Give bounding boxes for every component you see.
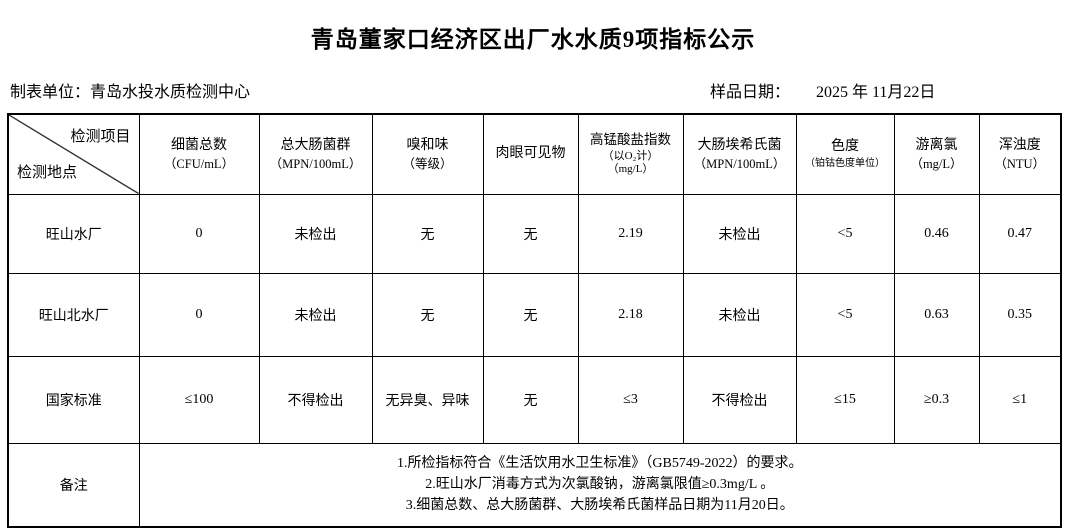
- col-header-name: 浑浊度: [998, 137, 1041, 153]
- remarks-label: 备注: [7, 442, 140, 528]
- col-header-name: 总大肠菌群: [280, 137, 351, 153]
- cell-value: ≤15: [795, 355, 895, 444]
- remarks-row: 备注 1.所检指标符合《生活饮用水卫生标准》（GB5749-2022）的要求。 …: [7, 442, 1062, 528]
- cell-value: 无: [482, 193, 579, 274]
- corner-label-test-item: 检测项目: [70, 129, 131, 145]
- col-header-turbidity: 浑浊度 （NTU）: [978, 113, 1062, 195]
- cell-value: 不得检出: [682, 355, 797, 444]
- corner-label-test-site: 检测地点: [17, 164, 78, 181]
- col-header-permanganate-index: 高锰酸盐指数 （以O₂计） （mg/L）: [577, 113, 684, 195]
- remark-line-1: 1.所检指标符合《生活饮用水卫生标准》（GB5749-2022）的要求。: [396, 456, 803, 472]
- sample-date-label: 样品日期：: [710, 84, 791, 101]
- cell-value: 2.19: [577, 193, 684, 274]
- cell-value: ≤3: [577, 355, 684, 444]
- col-header-unit: （NTU）: [994, 156, 1046, 171]
- sample-date-value: 2025 年 11月22日: [816, 84, 936, 101]
- cell-value: <5: [795, 272, 895, 357]
- page-title: 青岛董家口经济区出厂水水质9项指标公示: [310, 27, 756, 52]
- cell-value: 不得检出: [258, 355, 373, 444]
- cell-value: 无: [371, 272, 484, 357]
- cell-value: 0.35: [978, 272, 1062, 357]
- col-header-odor-taste: 嗅和味 （等级）: [371, 113, 484, 195]
- row-site: 旺山北水厂: [7, 272, 140, 357]
- col-header-name: 肉眼可见物: [495, 145, 566, 161]
- cell-value: 0.46: [893, 193, 980, 274]
- col-header-unit: （MPN/100mL）: [693, 156, 786, 171]
- col-header-e-coli: 大肠埃希氏菌 （MPN/100mL）: [682, 113, 797, 195]
- col-header-unit2: （mg/L）: [607, 163, 654, 176]
- cell-value: 0.47: [978, 193, 1062, 274]
- row-site: 国家标准: [7, 355, 140, 444]
- col-header-chromaticity: 色度 （铂钴色度单位）: [795, 113, 895, 195]
- cell-value: ≥0.3: [893, 355, 980, 444]
- cell-value: 2.18: [577, 272, 684, 357]
- col-header-unit: （铂钴色度单位）: [805, 158, 885, 170]
- cell-value: <5: [795, 193, 895, 274]
- col-header-name: 色度: [831, 139, 859, 155]
- cell-value: ≤1: [978, 355, 1062, 444]
- col-header-name: 高锰酸盐指数: [590, 132, 671, 148]
- col-header-unit: （等级）: [402, 156, 453, 171]
- cell-value: 无: [482, 355, 579, 444]
- col-header-unit: （以O₂计）: [602, 149, 659, 162]
- row-site: 旺山水厂: [7, 193, 140, 274]
- col-header-unit: （MPN/100mL）: [269, 156, 362, 171]
- header-row: 检测项目 检测地点 细菌总数 （CFU/mL） 总大肠菌群 （MPN/100mL…: [7, 113, 1062, 195]
- col-header-free-chlorine: 游离氯 （mg/L）: [893, 113, 980, 195]
- cell-value: 0: [138, 272, 260, 357]
- remarks-content: 1.所检指标符合《生活饮用水卫生标准》（GB5749-2022）的要求。 2.旺…: [138, 442, 1062, 528]
- col-header-total-coliform: 总大肠菌群 （MPN/100mL）: [258, 113, 373, 195]
- corner-cell: 检测项目 检测地点: [7, 113, 140, 195]
- cell-value: 未检出: [258, 193, 373, 274]
- col-header-bacteria-total: 细菌总数 （CFU/mL）: [138, 113, 260, 195]
- prepared-by-label: 制表单位：青岛水投水质检测中心: [10, 84, 251, 101]
- cell-value: 0.63: [893, 272, 980, 357]
- cell-value: 0: [138, 193, 260, 274]
- cell-value: 无异臭、异味: [371, 355, 484, 444]
- water-quality-table: 检测项目 检测地点 细菌总数 （CFU/mL） 总大肠菌群 （MPN/100mL…: [7, 113, 1062, 528]
- col-header-name: 大肠埃希氏菌: [697, 137, 782, 153]
- cell-value: 未检出: [258, 272, 373, 357]
- col-header-visible-matter: 肉眼可见物: [482, 113, 579, 195]
- table-row-wangshan-plant: 旺山水厂 0 未检出 无 无 2.19 未检出 <5 0.46 0.47: [7, 193, 1062, 274]
- col-header-name: 游离氯: [915, 137, 958, 153]
- diagonal-divider-line: [9, 115, 138, 193]
- cell-value: 无: [482, 272, 579, 357]
- col-header-name: 嗅和味: [406, 137, 449, 153]
- remark-line-3: 3.细菌总数、总大肠菌群、大肠埃希氏菌样品日期为11月20日。: [405, 498, 794, 514]
- cell-value: 无: [371, 193, 484, 274]
- table-row-wangshan-north-plant: 旺山北水厂 0 未检出 无 无 2.18 未检出 <5 0.63 0.35: [7, 272, 1062, 357]
- col-header-unit: （mg/L）: [910, 156, 963, 171]
- cell-value: 未检出: [682, 272, 797, 357]
- sample-date: 样品日期： 2025 年 11月22日: [710, 78, 935, 102]
- col-header-unit: （CFU/mL）: [163, 156, 235, 171]
- table-row-national-standard: 国家标准 ≤100 不得检出 无异臭、异味 无 ≤3 不得检出 ≤15 ≥0.3…: [7, 355, 1062, 444]
- cell-value: 未检出: [682, 193, 797, 274]
- col-header-name: 细菌总数: [171, 137, 227, 153]
- cell-value: ≤100: [138, 355, 260, 444]
- remark-line-2: 2.旺山水厂消毒方式为次氯酸钠，游离氯限值≥0.3mg/L 。: [425, 477, 775, 493]
